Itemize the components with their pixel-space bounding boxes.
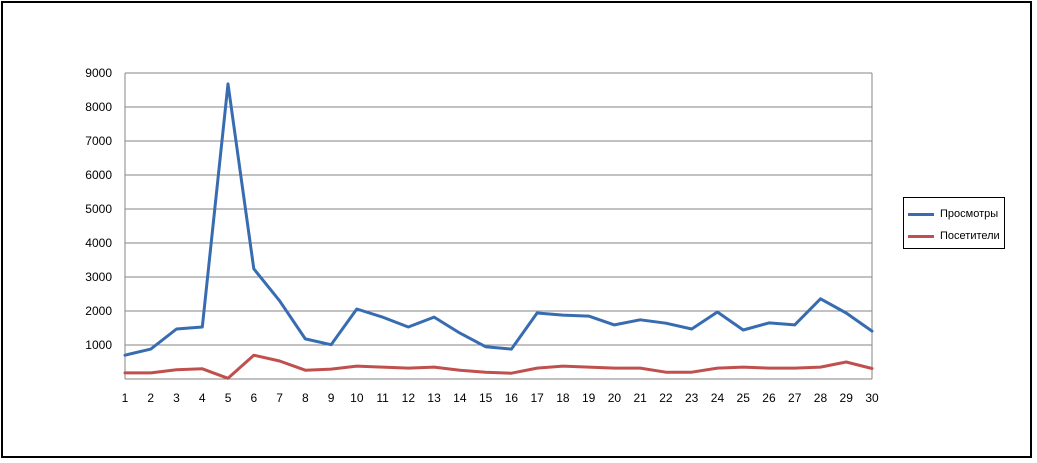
x-tick-label: 6 bbox=[250, 391, 257, 405]
x-tick-label: 29 bbox=[840, 391, 854, 405]
y-tick-label: 9000 bbox=[85, 66, 112, 80]
y-tick-label: 1000 bbox=[85, 338, 112, 352]
legend-item-views: Просмотры bbox=[908, 206, 998, 222]
x-tick-label: 28 bbox=[814, 391, 828, 405]
x-tick-label: 5 bbox=[225, 391, 232, 405]
x-tick-label: 8 bbox=[302, 391, 309, 405]
axes bbox=[124, 73, 873, 380]
x-tick-label: 21 bbox=[633, 391, 647, 405]
y-tick-label: 8000 bbox=[85, 100, 112, 114]
y-tick-label: 6000 bbox=[85, 168, 112, 182]
x-tick-label: 3 bbox=[173, 391, 180, 405]
x-tick-label: 4 bbox=[199, 391, 206, 405]
x-tick-label: 16 bbox=[505, 391, 519, 405]
series-line-visitors bbox=[123, 353, 874, 380]
x-tick-label: 23 bbox=[685, 391, 699, 405]
x-tick-label: 26 bbox=[762, 391, 776, 405]
x-tick-label: 9 bbox=[328, 391, 335, 405]
x-tick-label: 14 bbox=[453, 391, 467, 405]
legend: Просмотры Посетители bbox=[903, 197, 1005, 249]
x-tick-label: 15 bbox=[479, 391, 493, 405]
x-tick-label: 24 bbox=[711, 391, 725, 405]
x-tick-label: 12 bbox=[402, 391, 416, 405]
x-tick-label: 22 bbox=[659, 391, 673, 405]
x-tick-label: 10 bbox=[350, 391, 364, 405]
x-tick-label: 27 bbox=[788, 391, 802, 405]
x-tick-label: 25 bbox=[737, 391, 751, 405]
legend-label-views: Просмотры bbox=[940, 208, 999, 220]
x-tick-label: 1 bbox=[122, 391, 129, 405]
y-tick-label: 7000 bbox=[85, 134, 112, 148]
series-lines bbox=[123, 82, 874, 380]
legend-label-visitors: Посетители bbox=[940, 230, 1000, 242]
gridlines bbox=[125, 72, 872, 346]
x-tick-label: 11 bbox=[376, 391, 389, 405]
y-tick-label: 5000 bbox=[85, 202, 112, 216]
series-line-views bbox=[123, 82, 874, 357]
y-tick-label: 2000 bbox=[85, 304, 112, 318]
legend-swatch-visitors bbox=[908, 234, 934, 238]
x-tick-label: 2 bbox=[147, 391, 154, 405]
legend-item-visitors: Посетители bbox=[908, 228, 1000, 244]
x-tick-labels: 1 2 3 4 5 6 7 8 9 10 11 12 13 14 15 16 17 18 19 20 21 22 23 24 2… bbox=[122, 391, 879, 405]
y-tick-label: 4000 bbox=[85, 236, 112, 250]
x-tick-label: 30 bbox=[865, 391, 879, 405]
x-tick-label: 19 bbox=[582, 391, 596, 405]
x-tick-label: 7 bbox=[276, 391, 283, 405]
x-tick-label: 17 bbox=[530, 391, 544, 405]
y-tick-label: 3000 bbox=[85, 270, 112, 284]
x-tick-label: 18 bbox=[556, 391, 570, 405]
x-tick-label: 20 bbox=[608, 391, 622, 405]
y-tick-labels: 1000 2000 3000 4000 5000 6000 7000 8000 9000 bbox=[85, 66, 112, 352]
legend-swatch-views bbox=[908, 212, 934, 216]
x-tick-label: 13 bbox=[427, 391, 441, 405]
